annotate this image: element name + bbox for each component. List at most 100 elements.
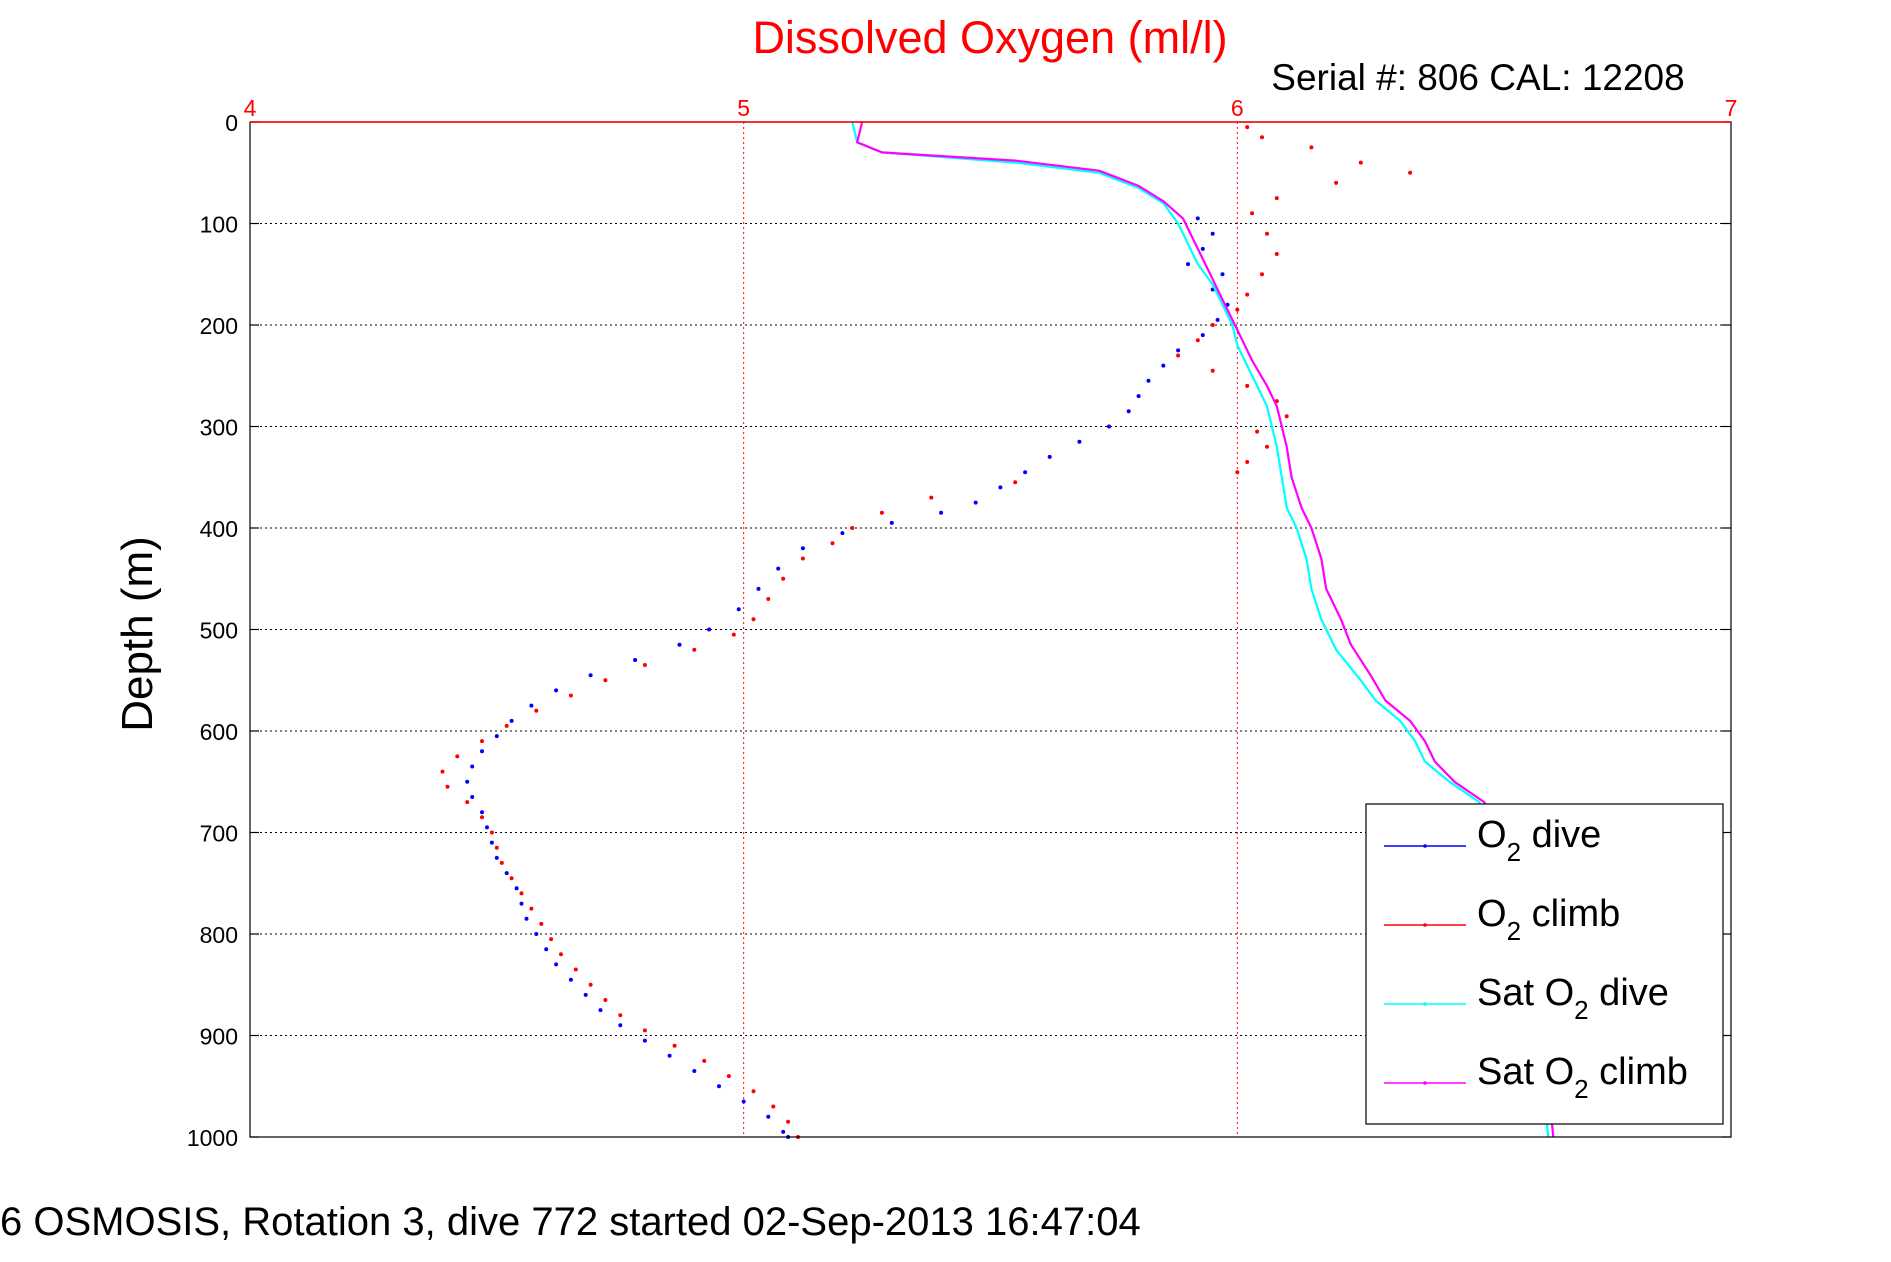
legend-label: Sat O2 climb: [1477, 1051, 1688, 1104]
data-point: [1210, 231, 1215, 236]
data-point: [1210, 323, 1215, 327]
data-point: [1195, 338, 1200, 343]
data-point: [480, 815, 484, 820]
legend-label: O2 dive: [1477, 814, 1601, 867]
data-point: [554, 962, 559, 967]
data-point: [1235, 470, 1240, 475]
y-tick-label: 900: [200, 1024, 238, 1050]
data-point: [672, 1043, 677, 1048]
data-point: [534, 708, 539, 713]
data-point: [677, 642, 682, 647]
y-tick-label: 600: [200, 719, 238, 745]
data-point: [731, 632, 736, 637]
data-point: [1260, 135, 1264, 140]
data-point: [524, 916, 529, 921]
data-point: [568, 693, 573, 698]
data-point: [771, 1104, 776, 1109]
data-point: [1408, 170, 1413, 175]
data-point: [726, 1074, 731, 1079]
data-point: [800, 546, 805, 551]
data-point: [544, 947, 549, 952]
x-tick-label: 7: [1725, 95, 1738, 121]
legend: O2 dive O2 climb Sat O2 dive Sat O2 climb: [1365, 803, 1724, 1125]
data-point: [1250, 211, 1255, 216]
data-point: [583, 992, 588, 997]
data-point: [707, 627, 712, 632]
data-point: [1176, 353, 1181, 358]
data-point: [1186, 262, 1190, 267]
y-axis-label: Depth (m): [113, 536, 162, 732]
data-point: [1210, 368, 1215, 373]
data-point: [489, 840, 494, 845]
data-point: [504, 723, 509, 728]
data-point: [1265, 231, 1269, 236]
data-point: [1077, 439, 1082, 444]
data-point: [1023, 470, 1028, 475]
data-point: [455, 754, 460, 759]
series-markers: [440, 125, 1413, 1139]
data-point: [519, 901, 524, 906]
data-point: [480, 810, 484, 815]
data-point: [1136, 394, 1141, 399]
data-point: [879, 510, 884, 515]
data-point: [1047, 454, 1052, 459]
data-point: [598, 1008, 603, 1013]
data-point: [741, 1099, 746, 1104]
data-point: [840, 531, 845, 536]
data-point: [494, 855, 499, 860]
data-point: [573, 967, 578, 972]
data-point: [850, 526, 855, 530]
data-point: [1220, 272, 1225, 277]
data-point: [1334, 180, 1339, 185]
data-point: [717, 1084, 721, 1089]
legend-label: Sat O2 dive: [1477, 972, 1669, 1025]
y-axis-ticks: 0 100 200 300 400 500 600 700 800 900 1000: [187, 110, 1731, 1151]
data-point: [499, 860, 504, 865]
data-point: [504, 871, 509, 876]
data-point: [667, 1053, 672, 1058]
data-point: [1274, 252, 1279, 256]
data-point: [751, 1089, 756, 1094]
data-point: [549, 937, 554, 942]
x-tick-label: 6: [1231, 95, 1244, 121]
y-tick-label: 100: [200, 212, 238, 238]
x-axis-ticks: 4 5 6 7: [244, 95, 1738, 121]
data-point: [470, 795, 475, 799]
data-point: [1176, 348, 1181, 353]
y-tick-label: 0: [225, 110, 238, 136]
legend-box: [1365, 803, 1724, 1125]
data-point: [529, 906, 534, 911]
data-point: [1013, 480, 1018, 485]
data-point: [830, 541, 835, 546]
data-point: [470, 764, 475, 769]
y-tick-label: 400: [200, 516, 238, 542]
data-point: [465, 800, 470, 805]
data-point: [1245, 460, 1250, 464]
data-point: [1146, 378, 1151, 383]
data-point: [1126, 409, 1131, 414]
data-point: [559, 952, 563, 957]
data-point: [534, 932, 539, 936]
data-point: [1200, 246, 1205, 251]
data-point: [603, 998, 608, 1002]
data-point: [633, 658, 638, 662]
data-point: [998, 485, 1003, 490]
data-point: [781, 1129, 786, 1134]
legend-swatch-marker: [1423, 1002, 1427, 1006]
series-markers: [465, 216, 1230, 1139]
data-point: [588, 673, 593, 678]
y-tick-label: 300: [200, 415, 238, 441]
data-point: [692, 647, 697, 652]
data-point: [509, 876, 514, 881]
data-point: [519, 891, 524, 896]
data-point: [751, 617, 756, 622]
legend-swatch-marker: [1423, 1081, 1427, 1085]
legend-swatch-marker: [1423, 844, 1427, 848]
chart-subtitle: Serial #: 806 CAL: 12208: [1271, 57, 1684, 98]
data-point: [1245, 292, 1250, 297]
y-tick-label: 800: [200, 922, 238, 948]
legend-label: O2 climb: [1477, 893, 1620, 946]
data-point: [539, 921, 544, 926]
data-point: [702, 1058, 707, 1063]
